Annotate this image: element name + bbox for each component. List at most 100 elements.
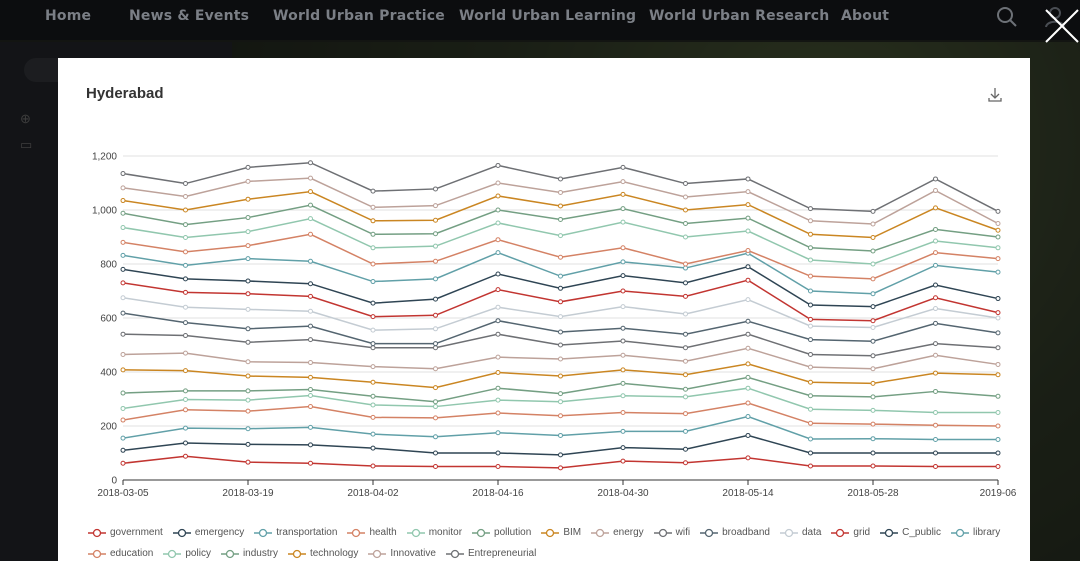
data-point-innovative [558,189,563,195]
legend-item-emergency[interactable]: emergency [172,524,244,542]
data-point-industry [683,221,688,226]
data-point-technology [745,202,751,208]
data-point-data [870,324,876,330]
data-point-monitor [683,394,688,400]
data-point-emergency [870,450,876,456]
data-point-health [620,410,626,415]
legend-item-policy[interactable]: policy [163,545,211,561]
data-point-grid [433,312,438,318]
nav-news-events[interactable]: News & Events [129,8,250,24]
data-point-education [370,261,376,267]
data-point-innovative [745,189,751,195]
data-point-industry [933,226,938,232]
legend-item-technology[interactable]: technology [287,545,359,561]
data-point-energy [370,364,376,370]
data-point-data [308,308,313,314]
legend-item-c-public[interactable]: C_public [880,524,941,542]
data-point-policy [808,257,813,263]
close-icon[interactable] [1044,8,1080,44]
data-point-pollution [308,387,313,393]
data-point-grid [558,299,563,305]
legend-line-icon [831,528,850,538]
legend-label: technology [309,548,359,559]
data-point-library [995,269,1001,275]
data-point-government [245,459,251,465]
data-point-emergency [183,440,188,446]
legend-item-entrepreneurial[interactable]: Entrepreneurial [445,545,536,561]
data-point-technology [183,207,188,213]
data-point-health [558,413,563,419]
data-point-health [245,408,251,414]
data-point-energy [995,361,1001,367]
legend-item-energy[interactable]: energy [591,524,644,542]
data-point-innovative [433,203,438,209]
data-point-government [558,465,563,471]
data-point-innovative [870,221,876,227]
legend-item-grid[interactable]: grid [831,524,870,542]
data-point-entrepreneurial [933,176,938,182]
data-point-energy [120,351,126,357]
legend-label: broadband [722,527,770,538]
legend-item-data[interactable]: data [779,524,821,542]
data-point-education [245,243,251,249]
legend-item-government[interactable]: government [88,524,163,542]
x-tick-label: 2019-06 [980,488,1017,499]
nav-world-urban-research[interactable]: World Urban Research [649,8,830,24]
nav-about[interactable]: About [841,8,890,24]
legend-item-health[interactable]: health [347,524,397,542]
x-tick-label: 2018-04-02 [347,488,399,499]
data-point-c-public [308,281,313,287]
data-point-library [120,252,126,258]
legend-label: health [369,527,397,538]
nav-world-urban-practice[interactable]: World Urban Practice [273,8,445,24]
download-icon[interactable] [986,86,1004,104]
search-icon[interactable] [996,6,1018,28]
data-point-grid [495,287,501,293]
data-point-innovative [495,180,501,186]
legend-item-education[interactable]: education [88,545,153,561]
data-point-grid [245,291,251,297]
data-point-entrepreneurial [183,181,188,187]
data-point-wifi [683,345,688,351]
legend-item-bim[interactable]: BIM [541,524,581,542]
legend-item-industry[interactable]: industry [220,545,278,561]
data-point-technology [120,198,126,204]
legend-line-icon [220,549,239,559]
legend-item-wifi[interactable]: wifi [653,524,690,542]
legend-item-innovative[interactable]: Innovative [368,545,436,561]
data-point-policy [120,225,126,231]
data-point-data [183,304,188,310]
data-point-government [370,463,376,469]
data-point-bim [308,374,313,380]
data-point-bim [995,372,1001,378]
legend-line-icon [472,528,491,538]
legend-item-broadband[interactable]: broadband [700,524,770,542]
data-point-wifi [433,345,438,351]
data-point-c-public [745,264,751,270]
data-point-library [183,262,188,268]
data-point-bim [495,370,501,376]
data-point-c-public [495,271,501,277]
data-point-government [120,460,126,466]
data-point-c-public [683,280,688,286]
y-tick-label: 0 [111,476,117,487]
data-point-monitor [808,406,813,412]
data-point-broadband [308,323,313,329]
nav-home[interactable]: Home [45,8,92,24]
data-point-c-public [370,300,376,306]
data-point-monitor [620,393,626,399]
data-point-grid [745,277,751,283]
legend-item-transportation[interactable]: transportation [254,524,337,542]
legend-item-monitor[interactable]: monitor [406,524,462,542]
legend-item-pollution[interactable]: pollution [472,524,531,542]
data-point-bim [433,385,438,391]
chart-legend: government emergency transportation health m… [88,524,1018,561]
legend-item-library[interactable]: library [951,524,1000,542]
data-point-technology [683,207,688,213]
nav-world-urban-learning[interactable]: World Urban Learning [459,8,637,24]
data-point-c-public [808,302,813,308]
data-point-industry [495,207,501,213]
data-point-data [745,297,751,303]
data-point-pollution [558,391,563,397]
data-point-innovative [120,185,126,191]
